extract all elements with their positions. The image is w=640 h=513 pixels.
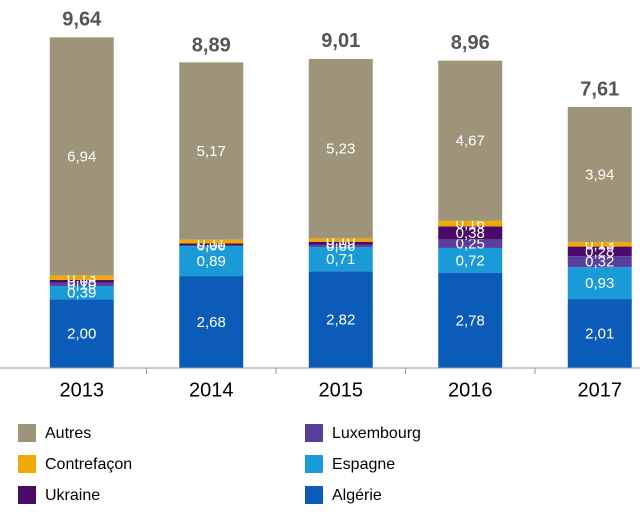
value-label: 0,38 xyxy=(456,225,485,242)
value-label: 2,01 xyxy=(585,325,614,342)
bar-segment xyxy=(179,276,244,368)
bar-segment xyxy=(438,220,503,227)
value-label: 2,82 xyxy=(326,312,355,329)
total-label: 9,01 xyxy=(321,30,360,52)
x-tick-label: 2017 xyxy=(578,379,623,401)
legend-swatch xyxy=(305,486,323,504)
total-label: 8,96 xyxy=(451,32,490,54)
value-label: 2,68 xyxy=(197,314,226,331)
bar-segment xyxy=(49,299,114,368)
value-label: 2,78 xyxy=(456,312,485,329)
value-label: 6,94 xyxy=(67,148,96,165)
value-label: 5,23 xyxy=(326,141,355,158)
value-label: 4,67 xyxy=(456,133,485,150)
bar-segment xyxy=(567,267,632,300)
bar-segment xyxy=(438,272,503,368)
bar-segment xyxy=(438,247,503,273)
bar-segment xyxy=(567,246,632,257)
value-label: 0,71 xyxy=(326,251,355,268)
value-label: 0,28 xyxy=(585,243,614,260)
bar-segment xyxy=(308,271,373,368)
legend-swatch xyxy=(18,424,36,442)
value-label: 2,00 xyxy=(67,326,96,343)
x-tick-label: 2015 xyxy=(319,379,364,401)
bar-segment xyxy=(49,275,114,280)
legend-label: Espagne xyxy=(332,456,395,473)
total-label: 8,89 xyxy=(192,34,231,56)
bar-segment xyxy=(308,246,373,272)
bar-segment xyxy=(49,37,114,276)
bar-segment xyxy=(308,241,373,245)
legend-label: Autres xyxy=(45,425,91,442)
total-label: 7,61 xyxy=(580,78,619,100)
bar-segment xyxy=(179,239,244,244)
value-label: 0,93 xyxy=(585,275,614,292)
bar-segment xyxy=(179,245,244,277)
value-label: 0,32 xyxy=(585,254,614,271)
legend-swatch xyxy=(305,424,323,442)
bar-segment xyxy=(567,106,632,243)
legend-label: Luxembourg xyxy=(332,425,421,442)
bar-segment xyxy=(308,244,373,247)
legend-label: Algérie xyxy=(332,487,382,504)
bar-segment xyxy=(49,282,114,287)
bar-segment xyxy=(308,58,373,239)
value-label: 0,72 xyxy=(456,252,485,269)
bar-segment xyxy=(567,256,632,268)
bar-segment xyxy=(179,62,244,240)
x-tick-label: 2016 xyxy=(448,379,493,401)
legend-label: Ukraine xyxy=(45,487,100,504)
legend-swatch xyxy=(18,455,36,473)
bar-segment xyxy=(438,239,503,248)
x-tick-label: 2014 xyxy=(189,379,234,401)
bar-segment xyxy=(567,242,632,247)
legend-swatch xyxy=(18,486,36,504)
bar-segment xyxy=(308,238,373,242)
bar-segment xyxy=(49,286,114,300)
bar-segment xyxy=(49,279,114,283)
value-label: 5,17 xyxy=(197,143,226,160)
bar-segment xyxy=(179,243,244,246)
value-label: 3,94 xyxy=(585,167,614,184)
bar-segment xyxy=(567,299,632,368)
value-label: 0,39 xyxy=(67,285,96,302)
total-label: 9,64 xyxy=(62,9,102,31)
bar-segment xyxy=(438,226,503,240)
x-tick-label: 2013 xyxy=(60,379,105,401)
value-label: 0,89 xyxy=(197,253,226,270)
legend-swatch xyxy=(305,455,323,473)
value-label: 0,25 xyxy=(456,236,485,253)
bar-segment xyxy=(438,60,503,221)
legend-label: Contrefaçon xyxy=(45,456,132,473)
